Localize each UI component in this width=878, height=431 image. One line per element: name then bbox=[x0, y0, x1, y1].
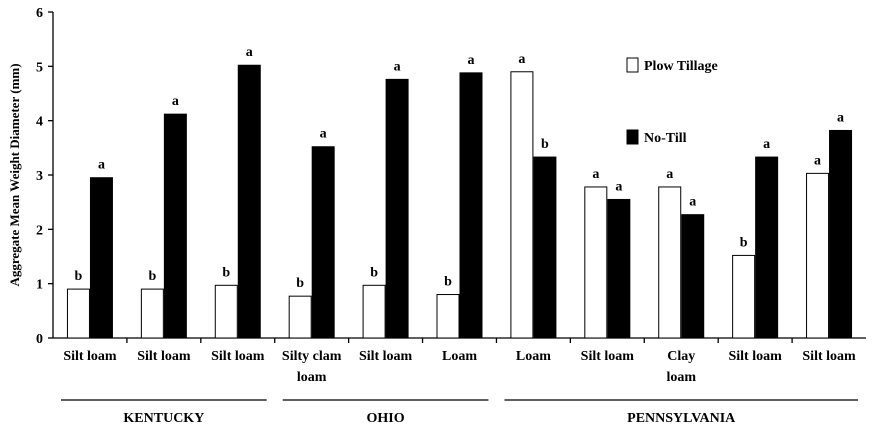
x-category-label: Silt loam bbox=[728, 349, 782, 364]
significance-label: b bbox=[75, 269, 83, 284]
x-category-label: Silty clam bbox=[282, 349, 342, 364]
group-label: PENNSYLVANIA bbox=[627, 411, 736, 426]
legend-swatch-plow-tillage bbox=[626, 57, 639, 73]
x-category-label: Clay bbox=[667, 349, 695, 364]
significance-label: a bbox=[837, 110, 844, 125]
y-tick-label: 4 bbox=[36, 115, 43, 130]
bar-plow-tillage bbox=[66, 288, 90, 339]
significance-label: a bbox=[689, 195, 696, 210]
chart-bars bbox=[66, 64, 853, 339]
bar-no-till bbox=[237, 64, 261, 339]
significance-label: a bbox=[592, 167, 599, 182]
significance-label: a bbox=[666, 167, 673, 182]
significance-label: a bbox=[246, 45, 253, 60]
group-label: OHIO bbox=[367, 411, 405, 426]
bar-plow-tillage bbox=[806, 172, 830, 339]
chart-legend: Plow Tillage No-Till bbox=[626, 57, 718, 146]
bar-plow-tillage bbox=[732, 254, 756, 339]
significance-label: a bbox=[172, 94, 179, 109]
bar-plow-tillage bbox=[584, 186, 608, 339]
significance-label: a bbox=[394, 59, 401, 74]
group-label: KENTUCKY bbox=[123, 411, 204, 426]
significance-label: a bbox=[763, 137, 770, 152]
y-tick-label: 5 bbox=[36, 60, 43, 75]
significance-label: a bbox=[468, 53, 475, 68]
x-category-label: Silt loam bbox=[137, 349, 191, 364]
significance-label: a bbox=[98, 158, 105, 173]
significance-label: a bbox=[814, 153, 821, 168]
bar-plow-tillage bbox=[436, 294, 460, 339]
x-category-label: Silt loam bbox=[359, 349, 413, 364]
chart-labels: b a Silt loam b a Silt loam b a Silt loam b a Silty… bbox=[61, 45, 858, 426]
bar-no-till bbox=[459, 72, 483, 339]
bar-no-till bbox=[89, 177, 113, 339]
legend-label: No-Till bbox=[644, 131, 687, 146]
y-tick-label: 2 bbox=[36, 223, 43, 238]
bar-no-till bbox=[385, 78, 409, 339]
bar-plow-tillage bbox=[140, 288, 164, 339]
bar-plow-tillage bbox=[362, 284, 386, 339]
significance-label: b bbox=[296, 276, 304, 291]
x-category-label: Loam bbox=[442, 349, 477, 364]
significance-label: b bbox=[370, 265, 378, 280]
significance-label: a bbox=[615, 179, 622, 194]
significance-label: a bbox=[518, 52, 525, 67]
bar-no-till bbox=[829, 129, 853, 339]
significance-label: b bbox=[444, 275, 452, 290]
bar-no-till bbox=[533, 156, 557, 339]
x-category-label: Silt loam bbox=[802, 349, 856, 364]
y-tick-label: 1 bbox=[36, 278, 43, 293]
significance-label: b bbox=[541, 137, 549, 152]
y-tick-label: 0 bbox=[36, 332, 43, 347]
y-tick-label: 3 bbox=[36, 169, 43, 184]
y-tick-label: 6 bbox=[36, 6, 43, 21]
x-category-label: Silt loam bbox=[211, 349, 265, 364]
significance-label: b bbox=[222, 265, 230, 280]
significance-label: b bbox=[740, 235, 748, 250]
bar-plow-tillage bbox=[214, 284, 238, 339]
bar-no-till bbox=[163, 113, 187, 339]
x-category-label: loam bbox=[297, 370, 327, 385]
significance-label: b bbox=[148, 269, 156, 284]
chart-axes: 0 1 2 3 4 5 6 Aggregate Mean Weight Diameter (m… bbox=[7, 6, 866, 347]
bar-no-till bbox=[681, 214, 705, 339]
legend-label: Plow Tillage bbox=[644, 59, 718, 74]
bar-no-till bbox=[607, 198, 631, 339]
bar-plow-tillage bbox=[658, 186, 682, 339]
x-category-label: Silt loam bbox=[63, 349, 117, 364]
x-category-label: Silt loam bbox=[581, 349, 635, 364]
x-category-label: Loam bbox=[516, 349, 551, 364]
bar-plow-tillage bbox=[510, 71, 534, 339]
bar-no-till bbox=[311, 146, 335, 339]
x-category-label: loam bbox=[666, 370, 696, 385]
bar-no-till bbox=[755, 156, 779, 339]
bar-plow-tillage bbox=[288, 295, 312, 339]
y-axis-title: Aggregate Mean Weight Diameter (mm) bbox=[7, 63, 22, 286]
significance-label: a bbox=[320, 127, 327, 142]
legend-swatch-no-till bbox=[626, 129, 639, 145]
